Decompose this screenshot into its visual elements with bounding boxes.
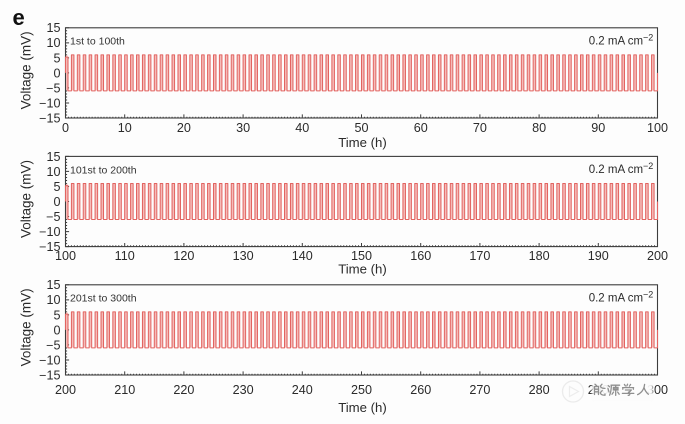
svg-text:0: 0 bbox=[53, 66, 60, 80]
svg-text:−15: −15 bbox=[39, 368, 60, 382]
svg-text:210: 210 bbox=[114, 383, 135, 397]
svg-text:−5: −5 bbox=[46, 81, 60, 95]
svg-text:0: 0 bbox=[62, 121, 69, 135]
svg-text:100: 100 bbox=[647, 121, 668, 135]
svg-text:15: 15 bbox=[46, 278, 60, 292]
svg-text:−10: −10 bbox=[39, 96, 60, 110]
svg-text:Voltage (mV): Voltage (mV) bbox=[19, 160, 34, 238]
svg-text:0.2 mA cm−2: 0.2 mA cm−2 bbox=[589, 290, 654, 305]
svg-text:5: 5 bbox=[53, 308, 60, 322]
svg-text:−10: −10 bbox=[39, 225, 60, 239]
svg-text:0: 0 bbox=[53, 323, 60, 337]
svg-text:201st to 300th: 201st to 300th bbox=[70, 293, 137, 305]
svg-text:110: 110 bbox=[115, 249, 135, 263]
svg-text:250: 250 bbox=[351, 383, 372, 397]
svg-text:15: 15 bbox=[46, 150, 60, 164]
svg-text:80: 80 bbox=[532, 121, 546, 135]
svg-text:−5: −5 bbox=[46, 338, 60, 352]
svg-text:220: 220 bbox=[173, 383, 194, 397]
svg-text:240: 240 bbox=[292, 383, 313, 397]
svg-text:10: 10 bbox=[46, 293, 60, 307]
svg-text:50: 50 bbox=[354, 121, 368, 135]
svg-text:10: 10 bbox=[118, 121, 132, 135]
svg-text:90: 90 bbox=[591, 121, 605, 135]
svg-text:20: 20 bbox=[177, 121, 191, 135]
svg-text:5: 5 bbox=[53, 51, 60, 65]
svg-text:−5: −5 bbox=[46, 210, 60, 224]
svg-text:140: 140 bbox=[292, 249, 313, 263]
svg-text:200: 200 bbox=[647, 249, 668, 263]
svg-text:100: 100 bbox=[55, 249, 76, 263]
svg-text:120: 120 bbox=[173, 249, 194, 263]
svg-text:0.2 mA cm−2: 0.2 mA cm−2 bbox=[589, 161, 654, 176]
svg-text:150: 150 bbox=[351, 249, 372, 263]
svg-text:Time (h): Time (h) bbox=[338, 135, 387, 150]
svg-text:230: 230 bbox=[233, 383, 254, 397]
svg-text:10: 10 bbox=[46, 36, 60, 50]
svg-text:170: 170 bbox=[469, 249, 490, 263]
svg-text:101st to 200th: 101st to 200th bbox=[70, 164, 137, 176]
svg-text:270: 270 bbox=[469, 383, 490, 397]
svg-text:−15: −15 bbox=[39, 111, 60, 125]
svg-text:200: 200 bbox=[55, 383, 76, 397]
svg-text:15: 15 bbox=[46, 21, 60, 35]
svg-text:260: 260 bbox=[410, 383, 431, 397]
svg-text:Voltage (mV): Voltage (mV) bbox=[19, 31, 34, 109]
svg-text:Voltage (mV): Voltage (mV) bbox=[19, 288, 34, 366]
svg-text:160: 160 bbox=[410, 249, 431, 263]
svg-text:−15: −15 bbox=[39, 240, 60, 254]
svg-text:60: 60 bbox=[414, 121, 428, 135]
svg-text:0: 0 bbox=[53, 195, 60, 209]
svg-text:0.2 mA cm−2: 0.2 mA cm−2 bbox=[589, 33, 654, 48]
svg-text:190: 190 bbox=[588, 249, 609, 263]
svg-text:30: 30 bbox=[236, 121, 250, 135]
svg-text:280: 280 bbox=[529, 383, 550, 397]
svg-text:70: 70 bbox=[473, 121, 487, 135]
svg-text:40: 40 bbox=[295, 121, 309, 135]
svg-text:Time (h): Time (h) bbox=[338, 400, 387, 415]
svg-text:180: 180 bbox=[529, 249, 550, 263]
svg-text:10: 10 bbox=[46, 165, 60, 179]
svg-text:−10: −10 bbox=[39, 353, 60, 367]
svg-text:1st to 100th: 1st to 100th bbox=[70, 36, 125, 48]
svg-text:130: 130 bbox=[233, 249, 254, 263]
svg-text:e: e bbox=[13, 5, 25, 30]
svg-text:Time (h): Time (h) bbox=[338, 262, 387, 277]
svg-text:5: 5 bbox=[53, 180, 60, 194]
